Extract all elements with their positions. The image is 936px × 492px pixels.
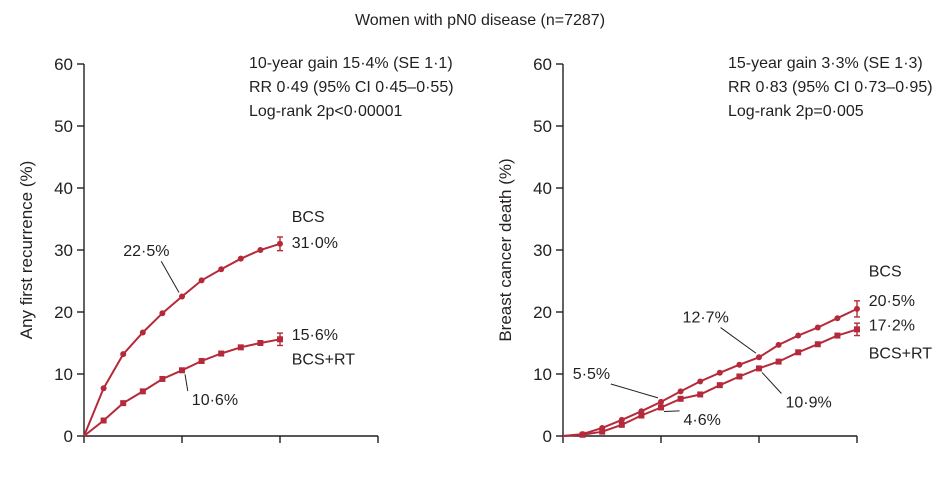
series-line-bcs (83, 242, 281, 437)
panel-breast-cancer-death: 0 10 20 30 40 50 60 Breast cancer death (%) 15-y… (496, 55, 933, 446)
data-point (120, 351, 127, 358)
y-tick-label: 40 (533, 179, 552, 198)
y-tick-label: 0 (64, 427, 73, 446)
stat-line: Log-rank 2p<0·00001 (249, 103, 403, 120)
data-point (638, 412, 645, 419)
annotation-label: BCS+RT (869, 346, 933, 363)
annotation-label: 12·7% (683, 310, 729, 327)
data-point (736, 361, 743, 368)
stat-line: 15-year gain 3·3% (SE 1·3) (728, 55, 923, 72)
y-tick-label: 40 (54, 179, 73, 198)
annotation-leader (663, 410, 680, 412)
annotation-label: 15·6% (292, 327, 338, 344)
y-tick-label: 10 (533, 365, 552, 384)
annotation-label: 10·6% (192, 392, 238, 409)
y-tick-label: 30 (533, 241, 552, 260)
series-line-bcs-rt (83, 338, 281, 437)
annotation-label: 17·2% (869, 318, 915, 335)
data-point (834, 315, 841, 322)
annotation-leader (160, 260, 180, 293)
data-point (159, 310, 166, 317)
data-point (658, 404, 664, 411)
data-point (697, 391, 704, 398)
y-tick-label: 50 (54, 117, 73, 136)
data-point (120, 400, 127, 407)
annotation-label: 10·9% (785, 394, 831, 411)
y-tick-label: 20 (54, 303, 73, 322)
stat-line: RR 0·49 (95% CI 0·45–0·55) (249, 79, 454, 96)
data-point (697, 378, 704, 385)
data-point (139, 388, 146, 395)
data-point (100, 417, 107, 424)
data-point (257, 247, 264, 253)
annotation-label: 20·5% (869, 293, 915, 310)
data-point (257, 340, 264, 346)
stat-line: 10-year gain 15·4% (SE 1·1) (249, 55, 453, 72)
y-axis-label: Any first recurrence (%) (17, 161, 36, 340)
annotation-label: BCS (869, 264, 902, 281)
series-line-bcs (562, 307, 858, 437)
data-point (756, 354, 762, 361)
annotation-leader (610, 383, 659, 399)
data-point (100, 385, 107, 392)
y-tick-label: 20 (533, 303, 552, 322)
data-point (618, 416, 625, 423)
data-point (775, 341, 782, 348)
annotation-label: 4·6% (684, 412, 721, 429)
annotation-leader (761, 372, 782, 394)
annotation-label: 31·0% (292, 235, 338, 252)
stat-line: RR 0·83 (95% CI 0·73–0·95) (728, 79, 933, 96)
stat-line: Log-rank 2p=0·005 (728, 103, 864, 120)
data-point (579, 431, 586, 438)
data-point (159, 375, 166, 382)
data-point (237, 255, 244, 262)
annotation-label: BCS+RT (292, 352, 356, 369)
annotation-leader (720, 327, 757, 354)
data-point (756, 365, 762, 372)
data-point (198, 277, 205, 284)
annotation-label: 22·5% (123, 243, 169, 260)
data-point (139, 329, 146, 336)
y-axis-label: Breast cancer death (%) (496, 158, 515, 341)
data-point (716, 369, 723, 376)
y-tick-label: 60 (533, 55, 552, 74)
data-point (677, 388, 684, 395)
data-point (814, 341, 821, 348)
data-point (599, 428, 606, 435)
figure-title: Women with pN0 disease (n=7287) (355, 12, 605, 29)
data-point (198, 357, 205, 364)
panel-any-first-recurrence: 0 10 20 30 40 50 60 Any first recurrence (%) 10-… (17, 55, 454, 446)
y-tick-label: 10 (54, 365, 73, 384)
data-point (218, 266, 225, 273)
data-point (237, 344, 244, 351)
y-tick-label: 0 (543, 427, 552, 446)
data-point (658, 398, 664, 405)
data-point (179, 293, 185, 300)
annotation-leader (184, 374, 189, 392)
data-point (736, 373, 743, 380)
data-point (179, 367, 185, 374)
y-tick-label: 50 (533, 117, 552, 136)
data-point (834, 332, 841, 339)
annotation-label: BCS (292, 209, 325, 226)
y-tick-label: 60 (54, 55, 73, 74)
data-point (814, 324, 821, 331)
data-point (795, 332, 802, 339)
annotation-label: 5·5% (573, 366, 610, 383)
data-point (795, 349, 802, 356)
data-point (677, 395, 684, 402)
data-point (775, 358, 782, 365)
data-point (218, 350, 225, 357)
series-line-bcs-rt (562, 328, 858, 437)
y-tick-label: 30 (54, 241, 73, 260)
data-point (618, 421, 625, 428)
data-point (716, 382, 723, 389)
